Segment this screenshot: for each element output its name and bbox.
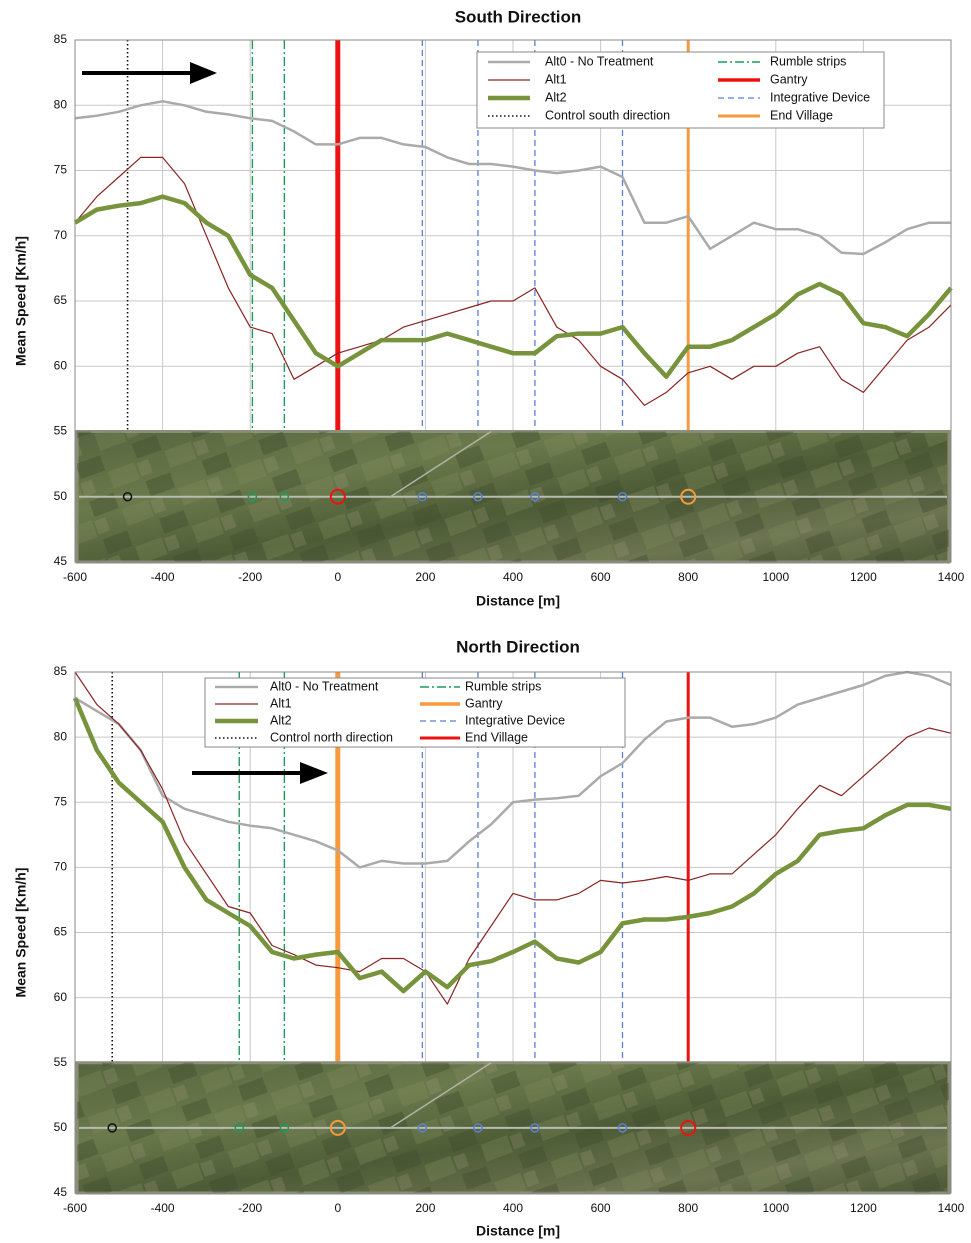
legend-label: Integrative Device xyxy=(770,90,870,104)
y-tick-label: 65 xyxy=(54,925,68,939)
legend-label: End Village xyxy=(465,730,528,744)
x-tick-label: 600 xyxy=(591,570,611,584)
y-tick-label: 55 xyxy=(54,424,68,438)
legend-label: Control north direction xyxy=(270,730,393,744)
x-tick-label: 200 xyxy=(415,570,435,584)
x-tick-label: 1200 xyxy=(850,570,877,584)
y-tick-label: 60 xyxy=(54,358,68,372)
x-tick-label: -400 xyxy=(151,570,175,584)
y-tick-label: 55 xyxy=(54,1055,68,1069)
legend-label: Integrative Device xyxy=(465,713,565,727)
legend-label: Alt2 xyxy=(270,713,292,727)
x-tick-label: -600 xyxy=(63,570,87,584)
x-tick-label: 800 xyxy=(678,1201,698,1215)
legend-label: Control south direction xyxy=(545,108,670,122)
legend-label: Alt1 xyxy=(545,72,567,86)
x-tick-label: 200 xyxy=(415,1201,435,1215)
x-tick-label: 600 xyxy=(591,1201,611,1215)
x-tick-label: 1000 xyxy=(762,1201,789,1215)
legend-label: Gantry xyxy=(770,72,808,86)
legend-label: Gantry xyxy=(465,696,503,710)
x-tick-label: 400 xyxy=(503,570,523,584)
x-tick-label: 800 xyxy=(678,570,698,584)
y-tick-label: 75 xyxy=(54,163,68,177)
x-tick-label: -600 xyxy=(63,1201,87,1215)
y-tick-label: 60 xyxy=(54,990,68,1004)
x-tick-label: 0 xyxy=(334,570,341,584)
x-tick-label: -400 xyxy=(151,1201,175,1215)
chart: South Direction Distance [m] Mean Speed [K… xyxy=(0,0,971,1243)
x-tick-label: 1200 xyxy=(850,1201,877,1215)
x-tick-label: 400 xyxy=(503,1201,523,1215)
x-tick-label: 1000 xyxy=(762,570,789,584)
y-tick-label: 45 xyxy=(54,554,68,568)
y-axis-label: Mean Speed [Km/h] xyxy=(13,236,29,366)
y-tick-label: 85 xyxy=(54,32,68,46)
y-tick-label: 80 xyxy=(54,97,68,111)
y-tick-label: 50 xyxy=(54,489,68,503)
y-tick-label: 75 xyxy=(54,794,68,808)
x-axis-label: Distance [m] xyxy=(476,1223,560,1239)
x-tick-label: -200 xyxy=(238,1201,262,1215)
x-tick-label: 1400 xyxy=(938,1201,965,1215)
x-axis-label: Distance [m] xyxy=(476,593,560,609)
x-tick-label: -200 xyxy=(238,570,262,584)
y-tick-label: 65 xyxy=(54,293,68,307)
legend-label: Alt0 - No Treatment xyxy=(270,679,379,693)
x-tick-label: 0 xyxy=(334,1201,341,1215)
direction-arrow-head xyxy=(190,62,217,84)
legend-label: Alt2 xyxy=(545,90,567,104)
legend-label: Alt0 - No Treatment xyxy=(545,54,654,68)
chart-title: South Direction xyxy=(455,7,582,26)
x-tick-label: 1400 xyxy=(938,570,965,584)
y-tick-label: 45 xyxy=(54,1185,68,1199)
y-tick-label: 70 xyxy=(54,860,68,874)
y-tick-label: 85 xyxy=(54,664,68,678)
legend-label: Rumble strips xyxy=(770,54,846,68)
direction-arrow-head xyxy=(300,762,328,784)
y-axis-label: Mean Speed [Km/h] xyxy=(13,868,29,998)
legend-label: Alt1 xyxy=(270,696,292,710)
y-tick-label: 70 xyxy=(54,228,68,242)
legend-label: End Village xyxy=(770,108,833,122)
chart-title: North Direction xyxy=(456,637,580,656)
y-tick-label: 50 xyxy=(54,1120,68,1134)
y-tick-label: 80 xyxy=(54,729,68,743)
legend-label: Rumble strips xyxy=(465,679,541,693)
